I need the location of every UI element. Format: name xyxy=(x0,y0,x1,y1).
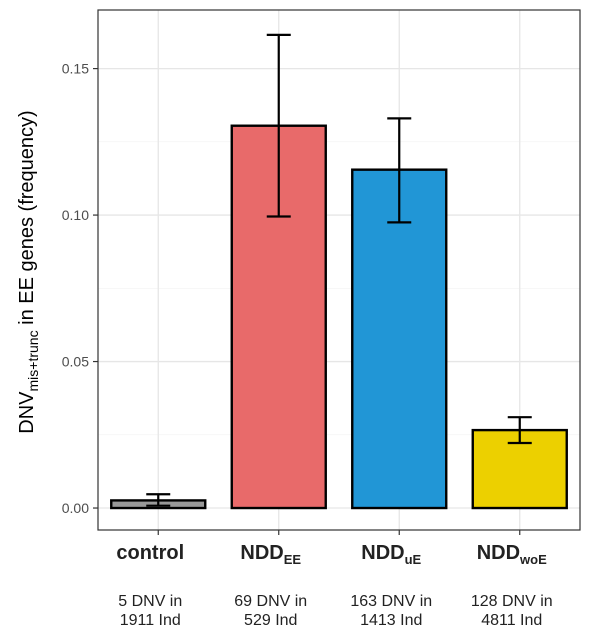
category-label-subscript: EE xyxy=(284,552,302,567)
sample-note-line1: 163 DNV in xyxy=(350,593,432,610)
category-label-subscript: woE xyxy=(519,552,547,567)
sample-note-line1: 128 DNV in xyxy=(471,593,553,610)
category-label: NDDuE xyxy=(361,542,421,567)
category-label-main: NDD xyxy=(477,542,520,564)
plot-panel-border xyxy=(97,9,581,531)
sample-note-line1: 69 DNV in xyxy=(234,593,307,610)
category-labels: control NDDEE NDDuE NDDwoE xyxy=(116,542,547,567)
category-label-main: NDD xyxy=(361,542,404,564)
y-tick-label: 0.05 xyxy=(62,354,89,370)
category-label-main: control xyxy=(116,542,184,564)
sample-note-line2: 4811 Ind xyxy=(481,612,542,629)
y-axis-label-main: DNV xyxy=(16,391,38,434)
error-bars xyxy=(146,33,532,507)
sample-note-line2: 529 Ind xyxy=(244,612,297,629)
y-tick-label: 0.10 xyxy=(62,207,89,223)
y-tick-label: 0.00 xyxy=(62,500,89,516)
category-label-main: NDD xyxy=(240,542,283,564)
category-label: NDDEE xyxy=(240,542,301,567)
sample-note-line1: 5 DNV in xyxy=(118,593,182,610)
y-axis-label-subscript: mis+trunc xyxy=(25,330,41,391)
y-axis-label-rest: in EE genes (frequency) xyxy=(16,110,38,330)
y-tick-label: 0.15 xyxy=(62,61,89,77)
sample-note-line2: 1413 Ind xyxy=(360,612,422,629)
sample-size-notes: 5 DNV in 1911 Ind 69 DNV in 529 Ind 163 DNV … xyxy=(118,593,552,629)
sample-note-line2: 1911 Ind xyxy=(120,612,181,629)
y-axis-label: DNVmis+trunc in EE genes (frequency) xyxy=(16,110,41,433)
category-label: control xyxy=(116,542,184,564)
category-label-subscript: uE xyxy=(405,552,422,567)
bar xyxy=(351,168,448,510)
category-label: NDDwoE xyxy=(477,542,547,567)
y-axis-ticks: 0.00 0.05 0.10 0.15 xyxy=(62,61,98,516)
x-axis-ticks xyxy=(157,530,521,535)
bars xyxy=(110,124,568,510)
